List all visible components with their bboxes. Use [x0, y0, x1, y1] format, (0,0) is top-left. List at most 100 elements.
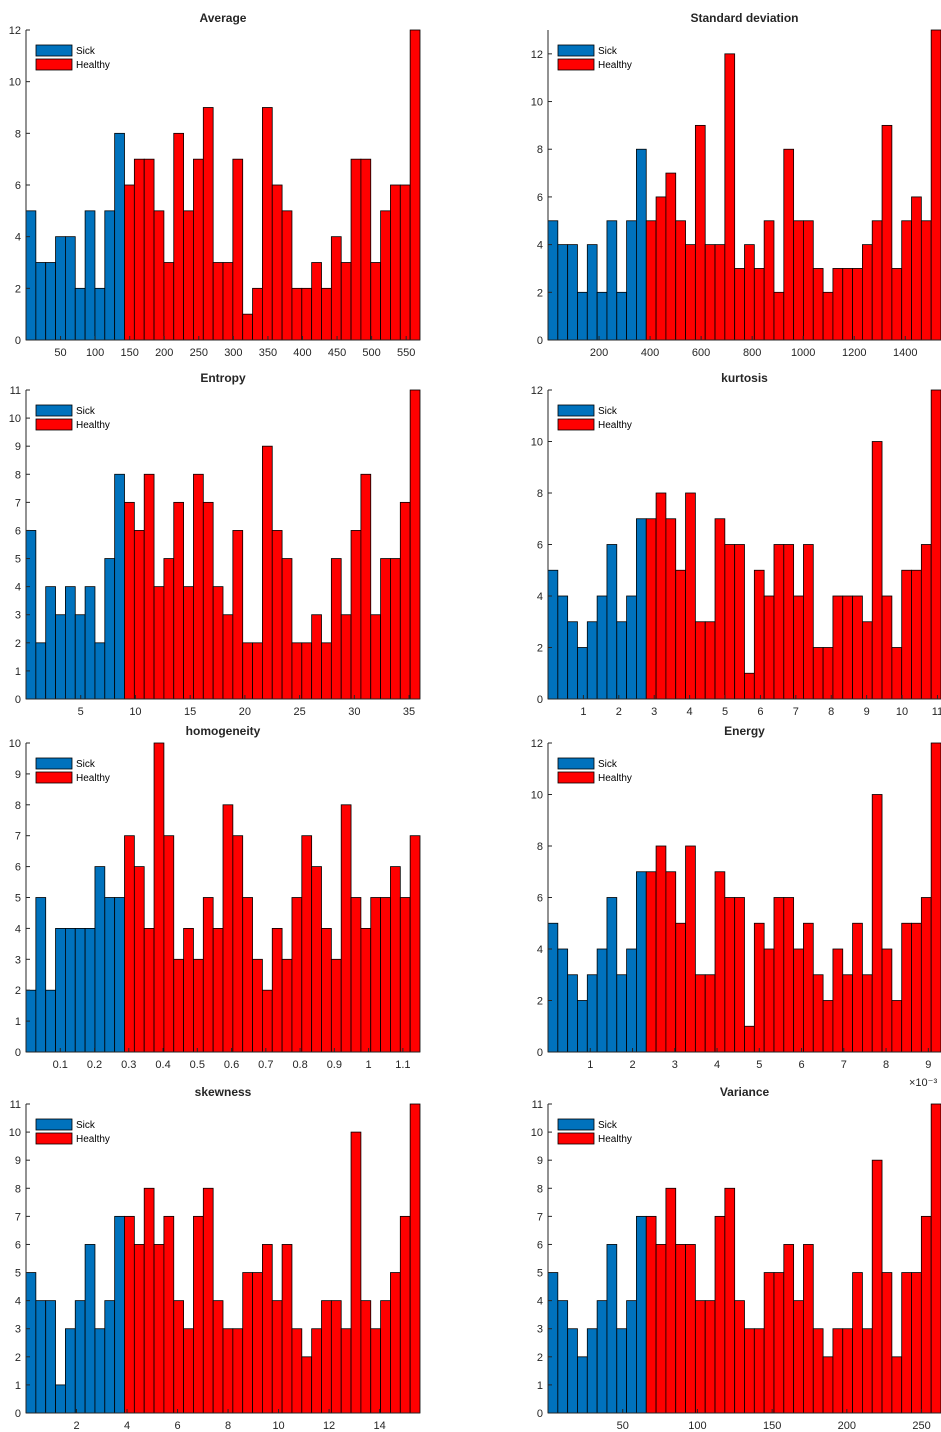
bar-healthy: [665, 518, 677, 700]
bar-healthy: [133, 866, 145, 1053]
bar-healthy: [842, 595, 853, 700]
y-tick-label: 2: [537, 643, 543, 655]
y-tick-label: 4: [15, 582, 21, 594]
x-tick-label: 1200: [842, 347, 866, 359]
histogram-panel-2: 0 2 4 6 8 10 12 200 400 600 800 1000 1200 1400 Standar…: [531, 11, 941, 359]
bar-healthy: [311, 866, 322, 1053]
bar-sick: [104, 210, 116, 341]
bar-healthy: [930, 1103, 941, 1414]
bar-healthy: [724, 544, 736, 700]
y-tick-label: 12: [531, 738, 543, 750]
bar-healthy: [665, 871, 677, 1053]
bar-healthy: [291, 1328, 303, 1414]
bar-healthy: [685, 244, 696, 341]
bar-healthy: [340, 614, 352, 700]
y-tick-label: 11: [532, 1099, 543, 1111]
histogram-panel-3: 0 1 2 3 4 5 6 7 8 9 10 11 5 10 15 20 25 30 35 Entropy Sick He…: [9, 371, 421, 718]
y-tick-label: 10: [531, 97, 543, 109]
bar-healthy: [704, 974, 716, 1053]
bar-healthy: [222, 1328, 234, 1414]
y-tick-label: 0: [15, 335, 21, 347]
bar-healthy: [163, 1215, 175, 1414]
bar-healthy: [763, 220, 775, 341]
y-tick-label: 0: [15, 694, 21, 706]
y-tick-label: 2: [15, 283, 21, 295]
bar-healthy: [665, 172, 677, 341]
bar-healthy: [842, 1328, 853, 1414]
x-tick-label: 0.6: [224, 1059, 239, 1071]
bar-healthy: [862, 974, 873, 1053]
x-tick-label: 250: [190, 347, 208, 359]
bar-healthy: [871, 441, 883, 700]
legend-swatch-healthy: [35, 418, 73, 431]
x-tick-label: 0.8: [292, 1059, 307, 1071]
bar-sick: [616, 1328, 627, 1414]
bar-sick: [606, 897, 618, 1053]
x-tick-label: 2: [616, 706, 622, 718]
legend-swatch-sick: [35, 757, 73, 770]
bar-healthy: [920, 1215, 932, 1414]
bar-healthy: [183, 928, 194, 1053]
bar-sick: [636, 871, 647, 1053]
x-tick-label: 6: [798, 1059, 804, 1071]
y-tick-label: 3: [15, 610, 21, 622]
y-tick-label: 3: [15, 954, 21, 966]
x-tick-label: 1.1: [395, 1059, 410, 1071]
x-tick-label: 3: [672, 1059, 678, 1071]
bar-sick: [114, 132, 125, 341]
bar-healthy: [183, 586, 194, 700]
legend-swatch-sick: [35, 1118, 73, 1131]
bar-sick: [45, 586, 56, 700]
bar-sick: [586, 244, 598, 341]
bar-healthy: [881, 1272, 893, 1414]
bar-healthy: [773, 897, 785, 1053]
x-tick-label: 250: [912, 1420, 930, 1432]
bar-healthy: [694, 124, 706, 341]
y-tick-label: 10: [9, 413, 21, 425]
bar-healthy: [124, 184, 135, 341]
x-tick-label: 200: [590, 347, 608, 359]
y-tick-label: 7: [537, 1211, 543, 1223]
bar-healthy: [783, 1244, 795, 1414]
bar-sick: [616, 621, 627, 700]
y-tick-label: 8: [537, 488, 543, 500]
chart-title: Variance: [720, 1085, 770, 1099]
x-tick-label: 50: [617, 1420, 629, 1432]
legend-swatch-sick: [557, 757, 595, 770]
bar-sick: [74, 928, 86, 1053]
y-tick-label: 2: [537, 287, 543, 299]
y-tick-label: 3: [15, 1324, 21, 1336]
bar-healthy: [920, 897, 932, 1053]
bar-healthy: [193, 1215, 204, 1414]
y-tick-label: 5: [15, 893, 21, 905]
legend-label-sick: Sick: [76, 46, 96, 57]
bar-sick: [25, 1272, 37, 1414]
bar-healthy: [911, 569, 922, 700]
bar-healthy: [252, 287, 263, 341]
bar-sick: [84, 210, 96, 341]
bar-sick: [25, 210, 37, 341]
x-tick-label: 7: [793, 706, 799, 718]
bar-healthy: [852, 268, 863, 341]
y-tick-label: 0: [15, 1408, 21, 1420]
bar-sick: [596, 1300, 608, 1414]
bar-healthy: [232, 158, 244, 341]
bar-healthy: [399, 501, 411, 700]
bar-healthy: [340, 804, 352, 1053]
bar-sick: [616, 291, 627, 341]
bar-healthy: [655, 492, 667, 700]
bar-sick: [94, 287, 106, 341]
x-tick-label: 5: [756, 1059, 762, 1071]
y-tick-label: 0: [537, 335, 543, 347]
bar-healthy: [753, 569, 765, 700]
bar-healthy: [862, 1328, 873, 1414]
bar-sick: [65, 236, 76, 341]
bar-sick: [94, 642, 106, 700]
y-tick-label: 3: [537, 1324, 543, 1336]
bar-healthy: [261, 107, 273, 341]
x-tick-label: 0.2: [87, 1059, 102, 1071]
x-tick-label: 6: [757, 706, 763, 718]
bar-sick: [557, 595, 569, 700]
bar-healthy: [390, 184, 401, 341]
bar-healthy: [694, 621, 706, 700]
